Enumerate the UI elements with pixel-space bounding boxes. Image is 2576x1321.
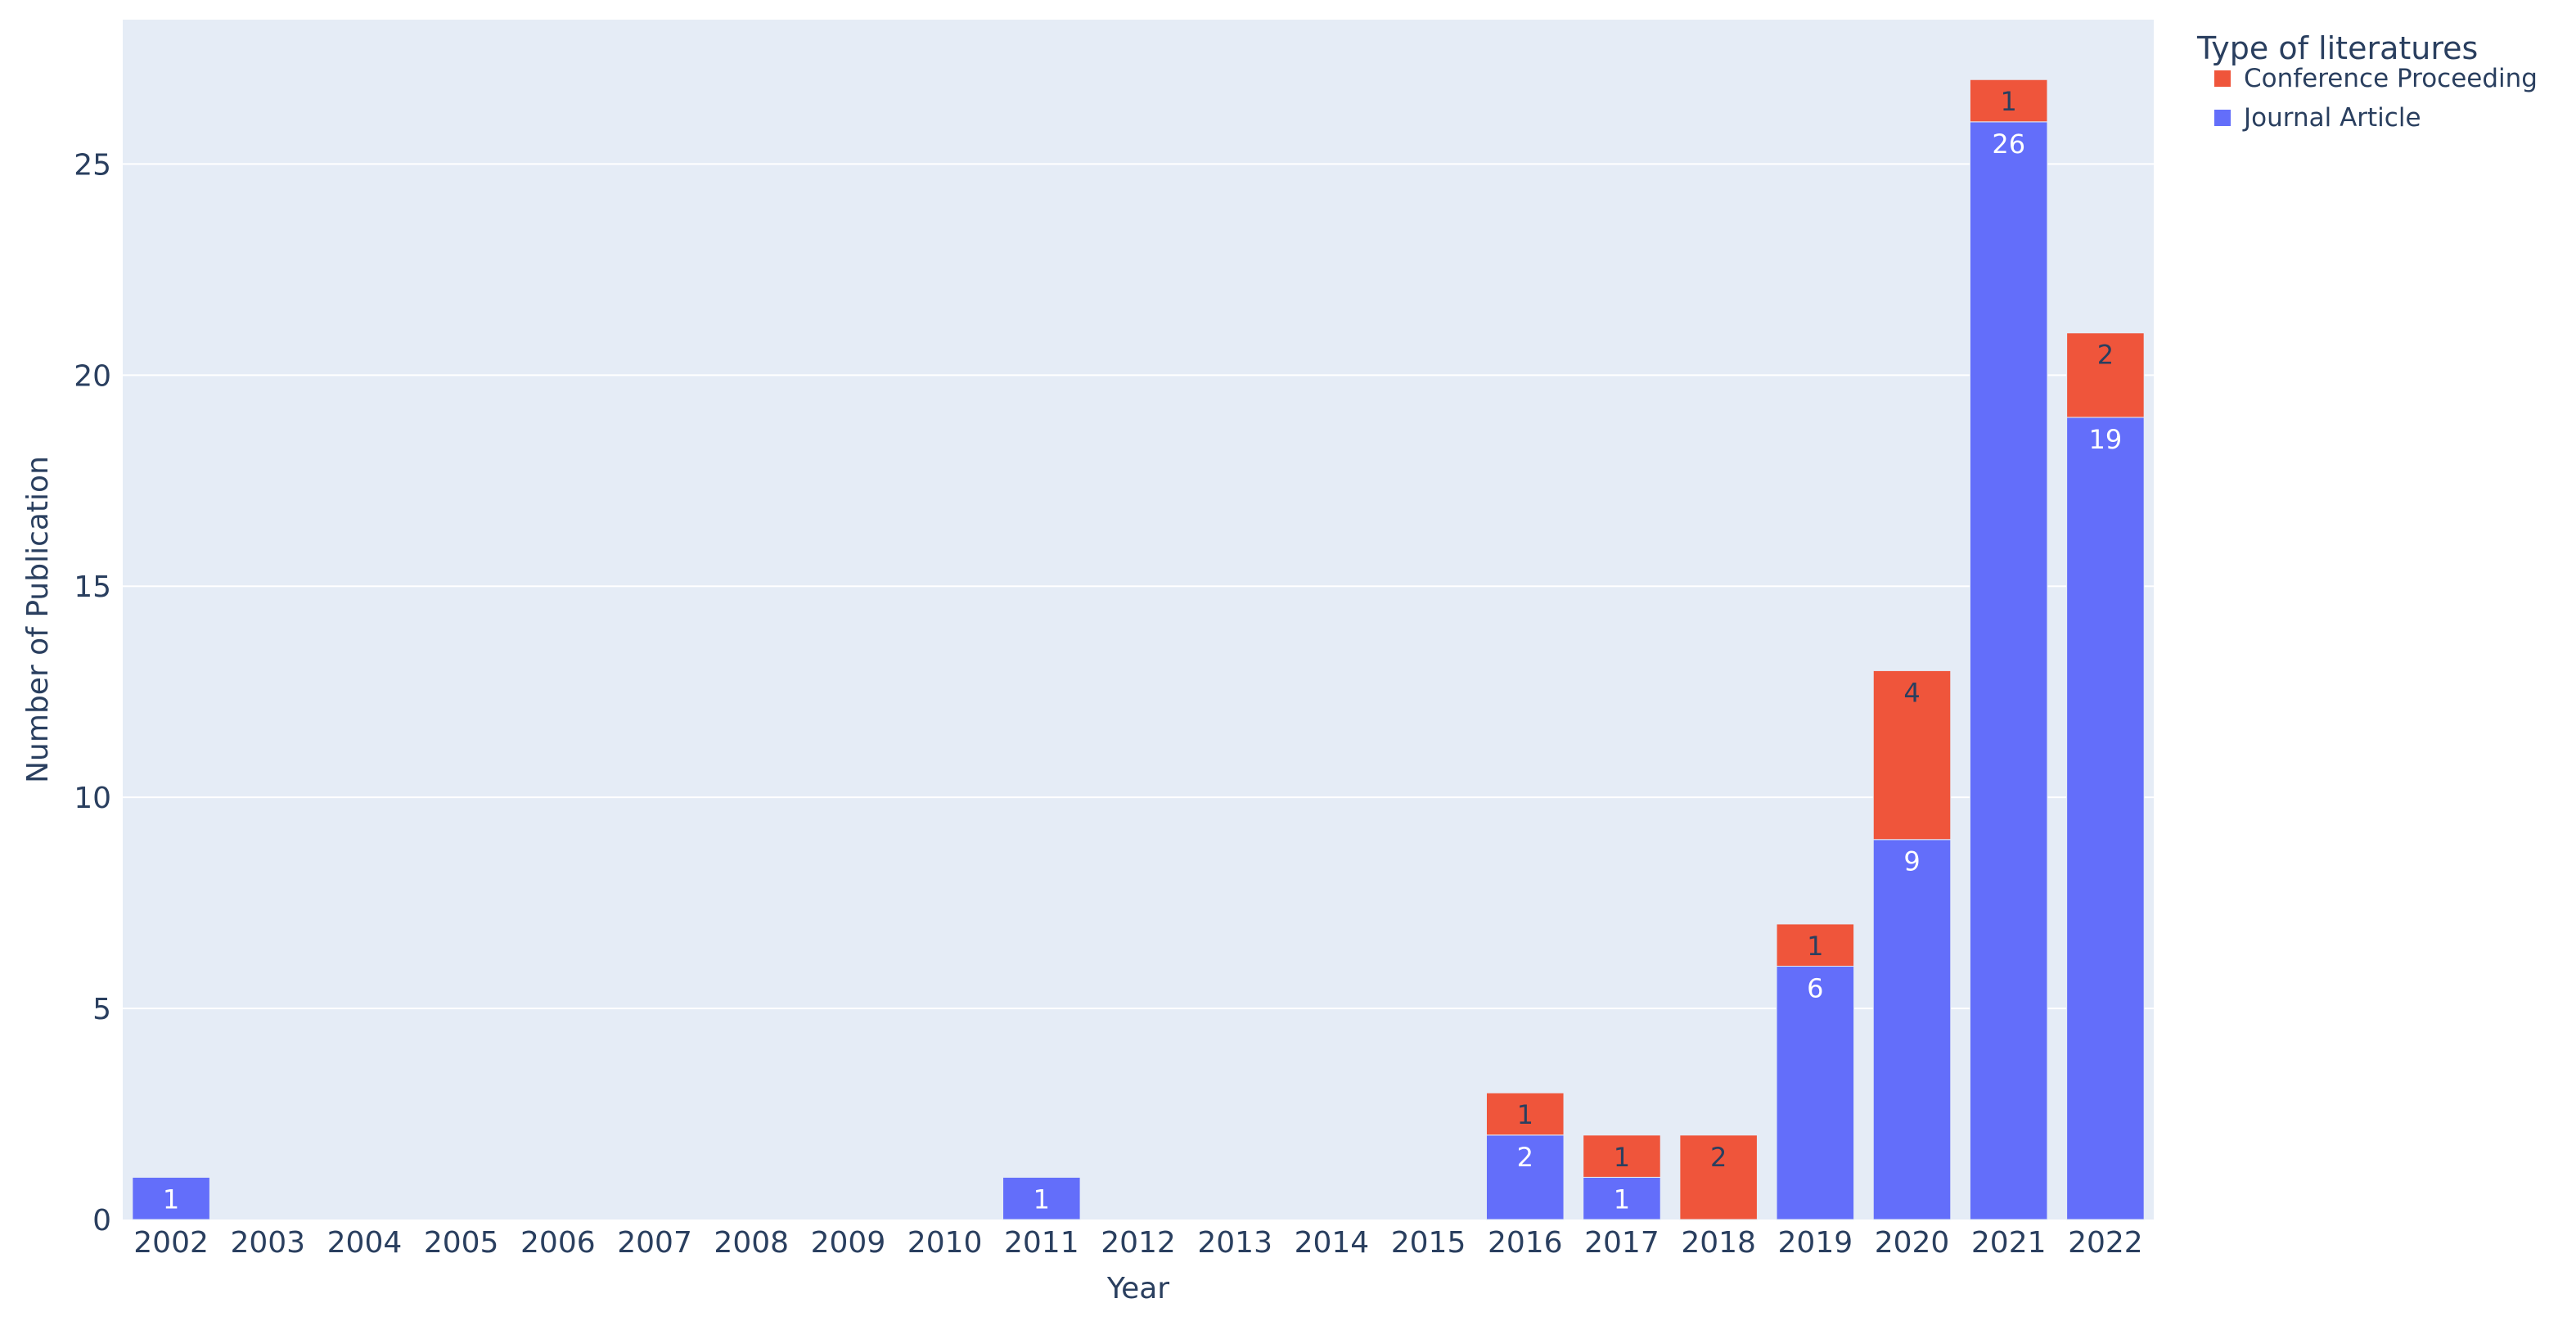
bar-journal-article-2016 [1485, 1134, 1565, 1220]
bar-value-label: 2 [1710, 1142, 1727, 1173]
x-tick-label: 2004 [327, 1226, 403, 1260]
bar-value-label: 9 [1903, 846, 1920, 877]
legend-item-conference-proceeding[interactable]: Conference Proceeding [2244, 64, 2538, 93]
x-tick-label: 2015 [1391, 1226, 1466, 1260]
legend-swatch-journal-article[interactable] [2214, 110, 2231, 126]
bars [132, 79, 2145, 1220]
y-axis-label: Number of Publication [21, 456, 55, 783]
bar-value-label: 1 [1517, 1099, 1533, 1130]
y-tick-label: 15 [74, 570, 111, 604]
y-tick-label: 20 [74, 359, 111, 393]
y-tick-label: 25 [74, 148, 111, 182]
bar-conference-proceeding-2021 [1969, 79, 2048, 123]
x-tick-label: 2014 [1295, 1226, 1370, 1260]
bar-value-label: 4 [1903, 677, 1920, 708]
x-tick-label: 2012 [1101, 1226, 1176, 1260]
x-tick-label: 2022 [2068, 1226, 2143, 1260]
bar-labels: 1 1 2 1 6 9 26 19 1 1 2 1 4 1 2 [163, 86, 2122, 1215]
bar-conference-proceeding-2016 [1485, 1092, 1565, 1136]
bar-value-label: 2 [2097, 340, 2114, 371]
bar-journal-article-2011 [1002, 1176, 1081, 1220]
bar-journal-article-2022 [2066, 417, 2145, 1220]
x-tick-label: 2019 [1778, 1226, 1853, 1260]
legend-swatch-conference-proceeding[interactable] [2214, 70, 2231, 87]
bar-journal-article-2020 [1872, 839, 1952, 1220]
x-tick-label: 2020 [1875, 1226, 1950, 1260]
x-tick-label: 2005 [424, 1226, 499, 1260]
x-tick-label: 2021 [1971, 1226, 2047, 1260]
bar-conference-proceeding-2017 [1583, 1134, 1661, 1178]
bar-value-label: 1 [1807, 931, 1823, 962]
x-tick-label: 2002 [133, 1226, 209, 1260]
y-tick-label: 5 [92, 993, 111, 1026]
y-axis-ticks: 0 5 10 15 20 25 [74, 148, 111, 1238]
x-tick-label: 2010 [907, 1226, 983, 1260]
bar-conference-proceeding-2019 [1776, 923, 1855, 967]
x-tick-label: 2008 [714, 1226, 789, 1260]
bar-value-label: 2 [1517, 1142, 1533, 1173]
bar-journal-article-2019 [1776, 965, 1855, 1220]
x-tick-label: 2016 [1488, 1226, 1563, 1260]
bar-journal-article-2002 [132, 1176, 210, 1220]
legend-title: Type of literatures [2196, 30, 2478, 66]
bar-value-label: 19 [2089, 424, 2123, 455]
y-tick-label: 0 [92, 1204, 111, 1238]
x-tick-label: 2007 [617, 1226, 692, 1260]
bar-journal-article-2021 [1969, 121, 2048, 1220]
y-tick-label: 10 [74, 782, 111, 815]
x-tick-label: 2017 [1584, 1226, 1660, 1260]
bar-conference-proceeding-2022 [2066, 332, 2145, 418]
x-tick-label: 2011 [1004, 1226, 1079, 1260]
legend-item-journal-article[interactable]: Journal Article [2242, 103, 2421, 133]
x-tick-label: 2013 [1197, 1226, 1272, 1260]
legend: Type of literatures Conference Proceedin… [2196, 30, 2538, 133]
bar-journal-article-2017 [1583, 1176, 1661, 1220]
x-tick-label: 2006 [520, 1226, 596, 1260]
bar-value-label: 1 [1034, 1183, 1050, 1215]
bar-value-label: 1 [2001, 86, 2017, 117]
bar-conference-proceeding-2018 [1679, 1134, 1758, 1220]
x-tick-label: 2018 [1681, 1226, 1756, 1260]
x-tick-label: 2009 [811, 1226, 886, 1260]
bar-value-label: 1 [1614, 1183, 1630, 1215]
bar-conference-proceeding-2020 [1872, 670, 1952, 841]
bar-value-label: 6 [1807, 972, 1823, 1003]
x-tick-label: 2003 [230, 1226, 305, 1260]
x-axis-ticks: 2002 2003 2004 2005 2006 2007 2008 2009 2010 2011… [133, 1226, 2142, 1260]
bar-value-label: 1 [163, 1183, 179, 1215]
bar-value-label: 26 [1992, 128, 2025, 160]
bar-value-label: 1 [1614, 1142, 1630, 1173]
x-axis-label: Year [1106, 1272, 1169, 1305]
